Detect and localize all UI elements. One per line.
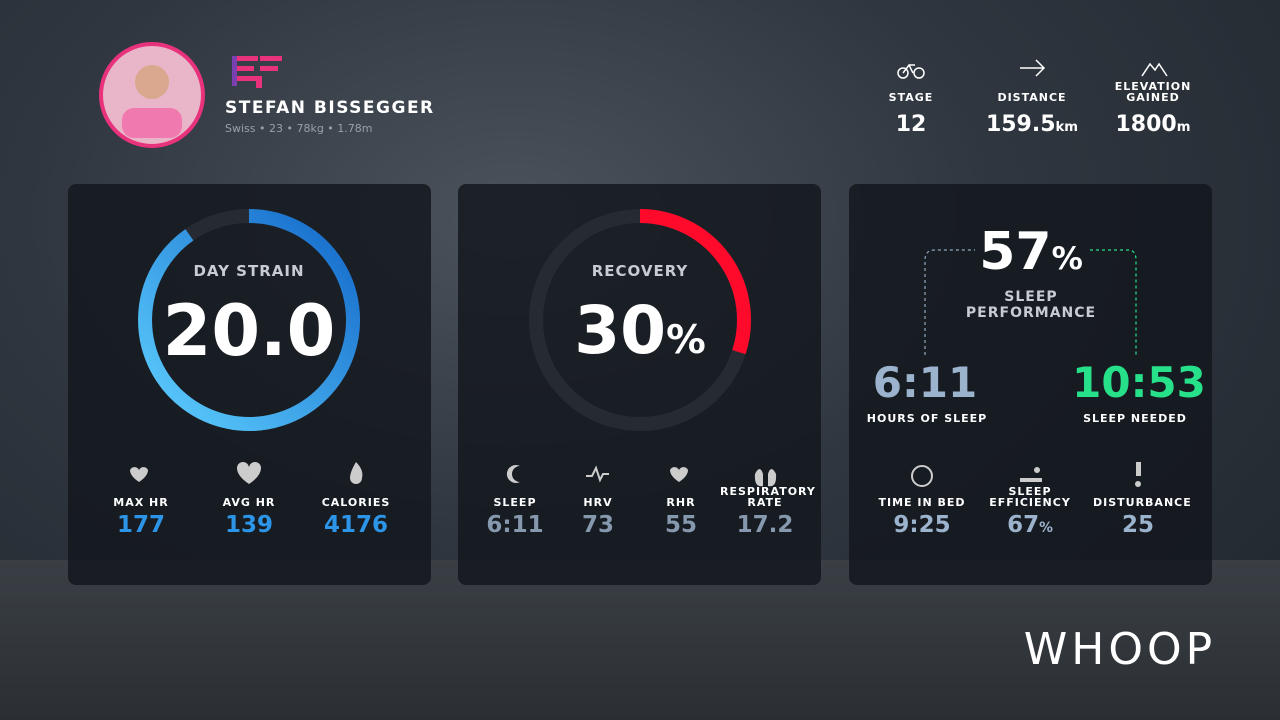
strain-ring: [138, 209, 360, 431]
brand-logo: WHOOP: [1023, 624, 1217, 675]
stat-value: 67%: [930, 512, 1130, 538]
athlete-name: STEFAN BISSEGGER: [225, 98, 435, 118]
sleep-needed-text: 10:53: [1072, 358, 1206, 407]
stat-label: AVG HR: [204, 497, 294, 508]
race-label-text: ELEVATION GAINED: [1114, 80, 1192, 104]
needed-label-text: SLEEP NEEDED: [1083, 412, 1187, 425]
stat-label: CALORIES: [311, 497, 401, 508]
stat-value: 17.2: [665, 512, 865, 538]
stat-value: 139: [149, 512, 349, 538]
stat-value-text: 139: [224, 512, 273, 538]
race-label: DISTANCE: [987, 92, 1077, 103]
stat-label-text: HRV: [583, 496, 613, 509]
strain-value-text: 20.0: [162, 290, 336, 372]
unit: m: [1176, 120, 1191, 135]
stat-value-text: 17.2: [736, 512, 794, 538]
needed-label: SLEEP NEEDED: [1035, 412, 1235, 425]
sleep-needed: 10:53: [1039, 358, 1239, 407]
team-logo: [232, 56, 282, 88]
stat-value-text: 73: [581, 512, 614, 538]
hours-label-text: HOURS OF SLEEP: [866, 412, 988, 425]
stat-value: 4176: [256, 512, 456, 538]
strain-title: DAY STRAIN: [149, 262, 349, 280]
sleep-bracket: [924, 249, 1137, 355]
stat-value-text: 177: [116, 512, 165, 538]
stat-label: SLEEP EFFICIENCY: [985, 486, 1075, 508]
stat-icons: [130, 462, 1141, 487]
race-label: ELEVATION GAINED: [1108, 81, 1198, 103]
avatar-shirt: [122, 108, 182, 138]
race-label-text: DISTANCE: [997, 91, 1067, 104]
race-value-text: 12: [895, 112, 927, 137]
stat-label-text: RESPIRATORY RATE: [720, 485, 816, 509]
unit: km: [1055, 120, 1079, 135]
stat-value-text: 55: [664, 512, 697, 538]
recovery-value: 30%: [540, 292, 740, 369]
stat-value: 9:25: [822, 512, 1022, 538]
stat-value-text: 4176: [323, 512, 388, 538]
hours-of-sleep-text: 6:11: [872, 358, 978, 407]
athlete-details: Swiss • 23 • 78kg • 1.78m: [225, 122, 373, 135]
stat-label-text: CALORIES: [321, 496, 391, 509]
background-road: [0, 560, 1280, 720]
stat-value-text: 67: [1007, 512, 1040, 538]
stat-label: RHR: [636, 497, 726, 508]
strain-value: 20.0: [149, 290, 349, 372]
recovery-ring: [639, 209, 751, 355]
stat-label: SLEEP: [470, 497, 560, 508]
race-value-text: 1800: [1115, 112, 1177, 137]
stat-value: 177: [41, 512, 241, 538]
stat-label-text: SLEEP: [493, 496, 537, 509]
stat-value-text: 25: [1121, 512, 1154, 538]
stat-value: 25: [1038, 512, 1238, 538]
sleep-title: SLEEP PERFORMANCE: [951, 289, 1111, 321]
recovery-value-text: 30: [574, 292, 667, 369]
unit: %: [1051, 241, 1083, 277]
stat-value: 73: [498, 512, 698, 538]
hours-label: HOURS OF SLEEP: [827, 412, 1027, 425]
stat-label-text: DISTURBANCE: [1093, 496, 1192, 509]
stat-value: 6:11: [415, 512, 615, 538]
stat-label: HRV: [553, 497, 643, 508]
sleep-panel: [849, 184, 1212, 585]
stat-label: RESPIRATORY RATE: [720, 486, 815, 508]
race-value: 12: [811, 112, 1011, 137]
stat-value-text: 9:25: [893, 512, 951, 538]
stat-label-text: TIME IN BED: [878, 496, 966, 509]
stat-value: 55: [581, 512, 781, 538]
stat-label-text: RHR: [666, 496, 696, 509]
stat-label: TIME IN BED: [877, 497, 967, 508]
stat-label: MAX HR: [96, 497, 186, 508]
race-value: 159.5km: [932, 112, 1132, 137]
strain-panel: [68, 184, 431, 585]
unit: %: [1039, 520, 1053, 536]
recovery-title-text: RECOVERY: [591, 262, 689, 280]
recovery-title: RECOVERY: [540, 262, 740, 280]
race-icons: [897, 59, 1168, 79]
sleep-performance: 57%: [931, 222, 1131, 282]
unit: %: [666, 317, 706, 363]
race-value-text: 159.5: [985, 112, 1056, 137]
race-label-text: STAGE: [888, 91, 934, 104]
stat-label: DISTURBANCE: [1093, 497, 1191, 508]
stat-label-text: MAX HR: [113, 496, 169, 509]
stat-label-text: AVG HR: [222, 496, 276, 509]
hours-of-sleep: 6:11: [825, 358, 1025, 407]
strain-title-text: DAY STRAIN: [193, 262, 305, 280]
sleep-performance-text: 57: [979, 222, 1052, 282]
avatar-face: [135, 65, 169, 99]
stat-label-text: SLEEP EFFICIENCY: [989, 485, 1071, 509]
race-label: STAGE: [866, 92, 956, 103]
race-value: 1800m: [1053, 112, 1253, 137]
stat-value-text: 6:11: [486, 512, 544, 538]
recovery-panel: [458, 184, 821, 585]
sleep-title-text: SLEEP PERFORMANCE: [965, 289, 1097, 321]
